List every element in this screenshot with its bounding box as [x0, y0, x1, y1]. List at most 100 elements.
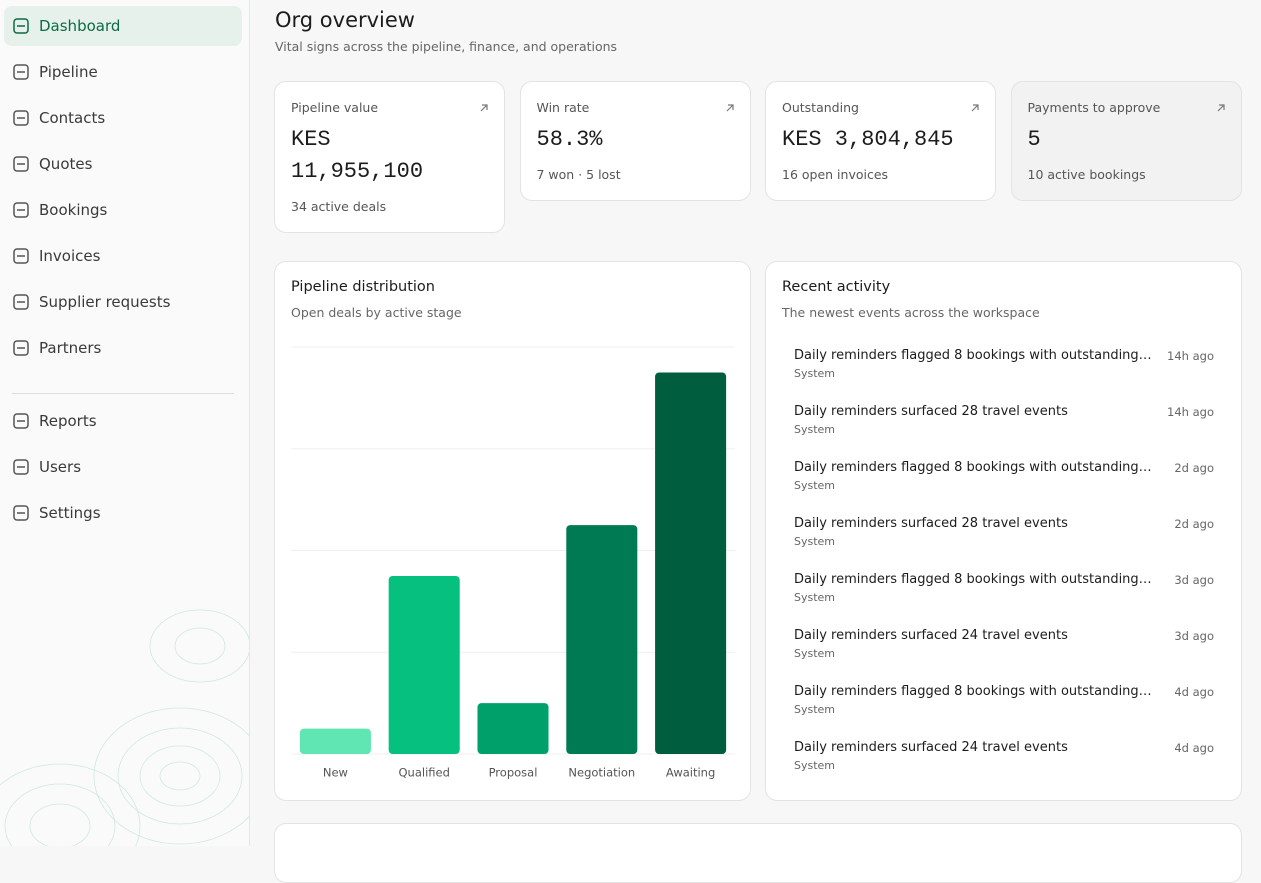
next-card	[274, 823, 1242, 883]
nav-label: Pipeline	[39, 63, 98, 81]
x-tick-label: New	[323, 766, 348, 780]
activity-text: Daily reminders flagged 8 bookings with …	[794, 684, 1154, 699]
bar	[655, 372, 727, 754]
activity-time: 2d ago	[1174, 461, 1214, 475]
nav-item[interactable]: Reports	[4, 401, 242, 441]
nav-item[interactable]: Settings	[4, 493, 242, 533]
page-subtitle: Vital signs across the pipeline, finance…	[275, 39, 618, 54]
activity-time: 14h ago	[1167, 405, 1214, 419]
nav-label: Users	[39, 458, 82, 476]
nav-item[interactable]: Invoices	[4, 236, 242, 276]
chart-subtitle: Open deals by active stage	[291, 305, 462, 320]
activity-card: Recent activity The newest events across…	[765, 261, 1242, 801]
open-arrow	[480, 104, 488, 112]
icon-shape	[13, 64, 29, 80]
kpi-label: Outstanding	[782, 100, 859, 115]
bar	[388, 575, 460, 754]
chart-card: Pipeline distribution Open deals by acti…	[274, 261, 751, 801]
activity-item[interactable]: Daily reminders flagged 8 bookings with …	[794, 572, 1214, 612]
bar-chart: New Qualified Proposal Negotiation Awaiting	[291, 346, 735, 780]
nav-label: Contacts	[39, 109, 106, 127]
sidebar: Dashboard Pipeline Contacts Quotes Bookings I…	[0, 0, 250, 846]
nav-item[interactable]: Bookings	[4, 190, 242, 230]
icon-shape	[13, 110, 29, 126]
x-tick-label: Negotiation	[568, 766, 635, 780]
activity-text: Daily reminders surfaced 28 travel event…	[794, 516, 1068, 531]
kpi-card[interactable]: Payments to approve 5 10 active bookings	[1010, 81, 1242, 201]
activity-source: System	[794, 591, 836, 604]
kpi-note: 16 open invoices	[782, 167, 889, 182]
nav-item[interactable]: Users	[4, 447, 242, 487]
kpi-label: Payments to approve	[1027, 100, 1161, 115]
nav-icon	[13, 110, 29, 126]
activity-time: 3d ago	[1174, 573, 1214, 587]
nav-item[interactable]: Dashboard	[4, 6, 242, 46]
kpi-card[interactable]: Outstanding KES 3,804,845 16 open invoices	[765, 81, 996, 201]
chart-title: Pipeline distribution	[291, 279, 435, 295]
nav-label: Supplier requests	[39, 293, 171, 311]
icon-shape	[13, 202, 29, 218]
x-tick-label: Qualified	[398, 766, 449, 780]
kpi-card[interactable]: Pipeline value KES 11,955,100 34 active de…	[274, 81, 505, 233]
arrow-shape	[480, 104, 488, 112]
open-arrow	[726, 104, 734, 112]
activity-text: Daily reminders flagged 8 bookings with …	[794, 460, 1154, 475]
icon-shape	[13, 459, 29, 475]
page-title: Org overview	[275, 8, 415, 32]
activity-text: Daily reminders surfaced 28 travel event…	[794, 404, 1068, 419]
arrow-shape	[1217, 104, 1225, 112]
activity-item[interactable]: Daily reminders flagged 8 bookings with …	[794, 684, 1214, 724]
kpi-card[interactable]: Win rate 58.3% 7 won · 5 lost	[519, 81, 751, 201]
activity-text: Daily reminders flagged 8 bookings with …	[794, 348, 1154, 363]
activity-text: Daily reminders surfaced 24 travel event…	[794, 628, 1068, 643]
kpi-label: Pipeline value	[291, 100, 379, 115]
nav-separator	[12, 393, 234, 394]
icon-shape	[13, 156, 29, 172]
activity-item[interactable]: Daily reminders surfaced 24 travel event…	[794, 628, 1214, 668]
nav-icon	[13, 340, 29, 356]
activity-item[interactable]: Daily reminders flagged 8 bookings with …	[794, 460, 1214, 500]
activity-item[interactable]: Daily reminders flagged 8 bookings with …	[794, 348, 1214, 388]
nav-item[interactable]: Partners	[4, 328, 242, 368]
kpi-note: 7 won · 5 lost	[536, 167, 621, 182]
arrow-shape	[971, 104, 979, 112]
nav-icon	[13, 505, 29, 521]
activity-source: System	[794, 759, 836, 772]
activity-item[interactable]: Daily reminders surfaced 24 travel event…	[794, 740, 1214, 780]
nav-item[interactable]: Supplier requests	[4, 282, 242, 322]
open-arrow	[1217, 104, 1225, 112]
topography-decoration	[0, 609, 249, 846]
activity-time: 14h ago	[1167, 349, 1214, 363]
open-arrow	[971, 104, 979, 112]
activity-source: System	[794, 479, 836, 492]
kpi-value: 5	[1027, 127, 1041, 152]
activity-text: Daily reminders flagged 8 bookings with …	[794, 572, 1154, 587]
kpi-value: 58.3%	[536, 127, 603, 152]
activity-time: 4d ago	[1174, 741, 1214, 755]
nav-label: Partners	[39, 339, 102, 357]
nav-item[interactable]: Pipeline	[4, 52, 242, 92]
nav-icon	[13, 459, 29, 475]
activity-source: System	[794, 647, 836, 660]
icon-shape	[13, 248, 29, 264]
x-tick-label: Proposal	[489, 766, 538, 780]
nav-item[interactable]: Quotes	[4, 144, 242, 184]
nav-icon	[13, 156, 29, 172]
nav-label: Reports	[39, 412, 97, 430]
nav-item[interactable]: Contacts	[4, 98, 242, 138]
nav-label: Settings	[39, 504, 101, 522]
icon-shape	[13, 340, 29, 356]
nav-label: Quotes	[39, 155, 93, 173]
kpi-value: KES 11,955,100	[291, 127, 424, 184]
activity-source: System	[794, 703, 836, 716]
nav-icon	[13, 294, 29, 310]
activity-item[interactable]: Daily reminders surfaced 28 travel event…	[794, 404, 1214, 444]
activity-item[interactable]: Daily reminders surfaced 28 travel event…	[794, 516, 1214, 556]
icon-shape	[13, 413, 29, 429]
kpi-note: 10 active bookings	[1027, 167, 1146, 182]
activity-source: System	[794, 535, 836, 548]
kpi-value: KES 3,804,845	[782, 127, 954, 152]
kpi-label: Win rate	[536, 100, 590, 115]
bar	[299, 728, 371, 754]
nav-icon	[13, 64, 29, 80]
